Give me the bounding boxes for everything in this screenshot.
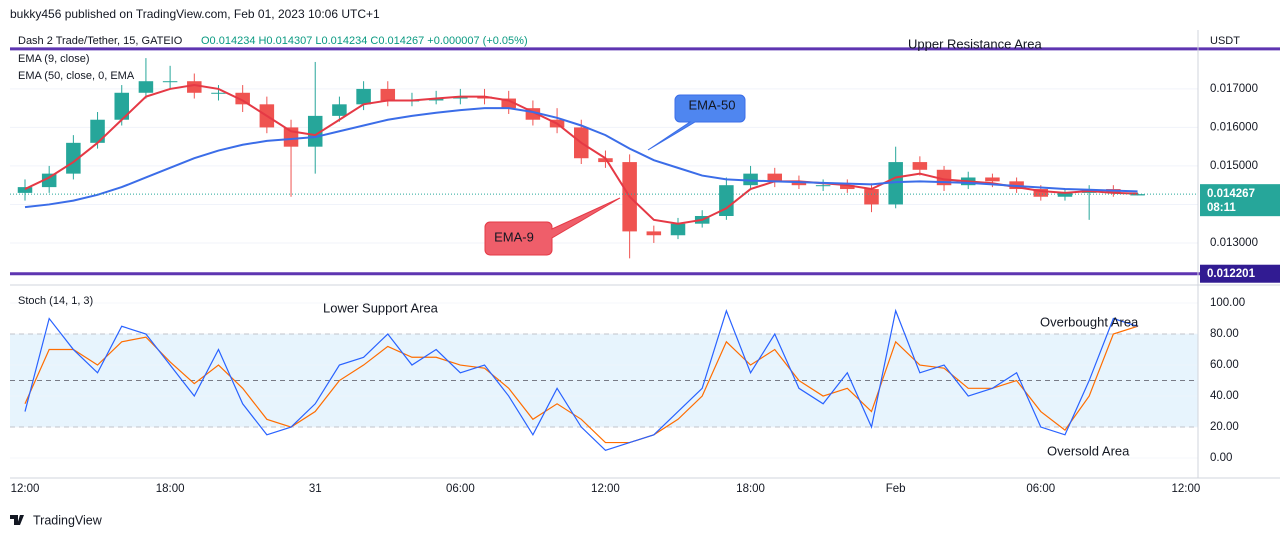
candle-body — [1130, 194, 1145, 196]
x-tick-label: 31 — [309, 483, 322, 495]
symbol-title: Dash 2 Trade/Tether, 15, GATEIO — [18, 35, 183, 47]
candle-body — [138, 81, 154, 93]
candle-body — [719, 185, 734, 216]
candle-body — [1057, 192, 1073, 197]
candle-body — [380, 88, 396, 101]
ema50-annotation: EMA-50 — [689, 97, 736, 112]
lower-annotation: Lower Support Area — [323, 300, 439, 315]
ema9-callout — [484, 197, 621, 256]
ema50-callout — [647, 94, 746, 151]
candle-body — [356, 88, 371, 105]
candle-body — [985, 177, 1000, 182]
y-tick-label: 0.016000 — [1210, 121, 1258, 133]
stoch-title: Stoch (14, 1, 3) — [18, 295, 93, 307]
candle-body — [187, 81, 202, 93]
currency-label: USDT — [1210, 35, 1240, 47]
y-tick-label: 100.00 — [1210, 297, 1245, 309]
x-tick-label: 12:00 — [11, 483, 40, 495]
x-tick-label: 06:00 — [1026, 483, 1055, 495]
y-tick-label: 0.017000 — [1210, 83, 1258, 95]
candle-body — [864, 189, 879, 205]
grid — [10, 88, 1198, 459]
candle-body — [670, 223, 686, 236]
candle-body — [767, 173, 783, 182]
candle-body — [307, 115, 323, 147]
marks — [10, 47, 1280, 451]
brand: TradingView — [33, 513, 103, 527]
candle-body — [1033, 189, 1049, 197]
x-tick-label: Feb — [886, 483, 906, 495]
countdown-label: 08:11 — [1207, 202, 1236, 214]
candle-body — [162, 81, 178, 83]
candle-body — [17, 187, 33, 193]
ema-line — [24, 84, 1138, 225]
y-tick-label: 60.00 — [1210, 359, 1239, 371]
candle-body — [332, 104, 347, 116]
candle-body — [211, 92, 226, 94]
candle-body — [791, 181, 807, 186]
x-tick-label: 18:00 — [736, 483, 765, 495]
y-tick-label: 0.013000 — [1210, 237, 1258, 249]
published-line: bukky456 published on TradingView.com, F… — [10, 7, 380, 21]
oversold-annotation: Oversold Area — [1047, 443, 1130, 458]
x-tick-label: 12:00 — [591, 483, 620, 495]
y-tick-label: 20.00 — [1210, 421, 1239, 433]
y-tick-label: 0.015000 — [1210, 160, 1258, 172]
overbought-annotation: Overbought Area — [1040, 314, 1139, 329]
tradingview-logo: TradingView — [10, 513, 103, 527]
candle-body — [66, 142, 81, 174]
ohlc-values: O0.014234 H0.014307 L0.014234 C0.014267 … — [201, 35, 528, 47]
y-tick-label: 40.00 — [1210, 390, 1239, 402]
y-tick-label: 0.00 — [1210, 452, 1232, 464]
candle-body — [743, 173, 758, 186]
stoch-line — [24, 308, 1138, 451]
candle-body — [815, 185, 831, 187]
y-tick-label: 80.00 — [1210, 328, 1239, 340]
candle-body — [114, 92, 129, 120]
candle-body — [840, 185, 855, 190]
level-price-box — [1200, 264, 1280, 283]
candle-body — [235, 92, 250, 105]
x-tick-label: 12:00 — [1172, 483, 1201, 495]
last-price-label: 0.014267 — [1207, 188, 1255, 200]
x-tick-label: 06:00 — [446, 483, 475, 495]
ema9-annotation: EMA-9 — [494, 229, 534, 244]
candle-body — [525, 108, 541, 120]
legend-ema50: EMA (50, close, 0, EMA — [18, 70, 135, 82]
ema-line — [24, 107, 1138, 209]
candle-body — [90, 119, 105, 143]
legend-ema9: EMA (9, close) — [18, 53, 90, 65]
last-price-box — [1200, 184, 1280, 217]
candle-body — [912, 162, 928, 170]
candle-body — [598, 158, 613, 163]
level-price-label: 0.012201 — [1207, 268, 1256, 280]
candle-body — [501, 98, 516, 109]
overlay: bukky456 published on TradingView.com, F… — [10, 7, 1280, 527]
candle-body — [646, 231, 662, 236]
upper-annotation: Upper Resistance Area — [908, 36, 1042, 51]
x-tick-label: 18:00 — [156, 483, 185, 495]
candle-body — [41, 173, 57, 188]
